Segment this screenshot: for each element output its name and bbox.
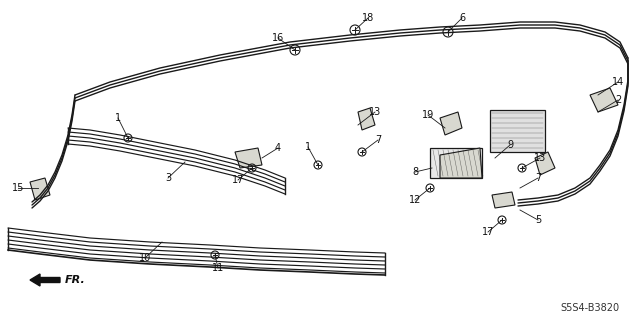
Bar xyxy=(490,110,545,152)
Polygon shape xyxy=(440,148,482,178)
Polygon shape xyxy=(535,152,555,175)
Text: 19: 19 xyxy=(422,110,434,120)
Polygon shape xyxy=(440,112,462,135)
Bar xyxy=(430,148,482,178)
Polygon shape xyxy=(492,192,515,208)
Text: 6: 6 xyxy=(459,13,465,23)
Text: 18: 18 xyxy=(362,13,374,23)
Text: 4: 4 xyxy=(275,143,281,153)
Text: 2: 2 xyxy=(615,95,621,105)
Text: 7: 7 xyxy=(375,135,381,145)
Polygon shape xyxy=(30,178,50,200)
Polygon shape xyxy=(358,108,375,130)
Text: S5S4-B3820: S5S4-B3820 xyxy=(561,303,620,313)
Text: 11: 11 xyxy=(212,263,224,273)
Text: 7: 7 xyxy=(535,173,541,183)
Text: 5: 5 xyxy=(535,215,541,225)
Text: 13: 13 xyxy=(369,107,381,117)
Polygon shape xyxy=(590,88,618,112)
Text: FR.: FR. xyxy=(65,275,86,285)
Text: 12: 12 xyxy=(409,195,421,205)
Text: 8: 8 xyxy=(412,167,418,177)
Text: 1: 1 xyxy=(115,113,121,123)
Text: 17: 17 xyxy=(482,227,494,237)
Text: 13: 13 xyxy=(534,153,546,163)
Text: 16: 16 xyxy=(272,33,284,43)
Text: 17: 17 xyxy=(232,175,244,185)
Text: 10: 10 xyxy=(139,253,151,263)
Text: 9: 9 xyxy=(507,140,513,150)
Text: 14: 14 xyxy=(612,77,624,87)
Text: 1: 1 xyxy=(305,142,311,152)
Text: 3: 3 xyxy=(165,173,171,183)
FancyArrow shape xyxy=(30,274,60,286)
Polygon shape xyxy=(235,148,262,168)
Text: 15: 15 xyxy=(12,183,24,193)
